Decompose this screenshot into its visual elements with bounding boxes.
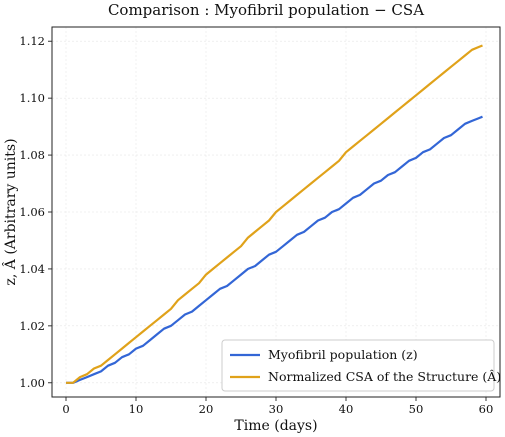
grid (52, 27, 500, 397)
y-axis-ticks: 1.00 1.02 1.04 1.06 1.08 1.10 1.12 (19, 34, 52, 390)
x-tick-label: 30 (269, 402, 284, 416)
x-tick-label: 60 (479, 402, 494, 416)
legend-box (221, 339, 495, 392)
y-tick-label: 1.04 (19, 262, 45, 276)
series-line-0 (66, 115, 483, 384)
y-tick-label: 1.02 (19, 319, 45, 333)
series-line-1 (66, 44, 483, 384)
x-tick-label: 0 (62, 402, 69, 416)
x-axis-label: Time (days) (234, 418, 317, 434)
x-tick-label: 20 (199, 402, 214, 416)
x-tick-label: 40 (339, 402, 354, 416)
y-tick-label: 1.00 (19, 376, 45, 390)
y-axis-label: z, Â (Arbitrary units) (1, 138, 19, 285)
plot-lines (66, 44, 483, 384)
x-tick-label: 50 (409, 402, 424, 416)
legend-entry-myofibril: Myofibril population (z) (268, 347, 418, 362)
chart-title: Comparison : Myofibril population − CSA (108, 1, 424, 19)
x-tick-label: 10 (129, 402, 144, 416)
y-tick-label: 1.08 (19, 148, 45, 162)
x-axis-ticks: 0 10 20 30 40 50 60 (62, 397, 493, 416)
y-tick-label: 1.06 (19, 205, 45, 219)
legend-entry-csa: Normalized CSA of the Structure (Â) (268, 369, 501, 384)
legend: Myofibril population (z) Normalized CSA … (221, 339, 501, 392)
y-tick-label: 1.10 (19, 91, 45, 105)
y-tick-label: 1.12 (19, 34, 45, 48)
